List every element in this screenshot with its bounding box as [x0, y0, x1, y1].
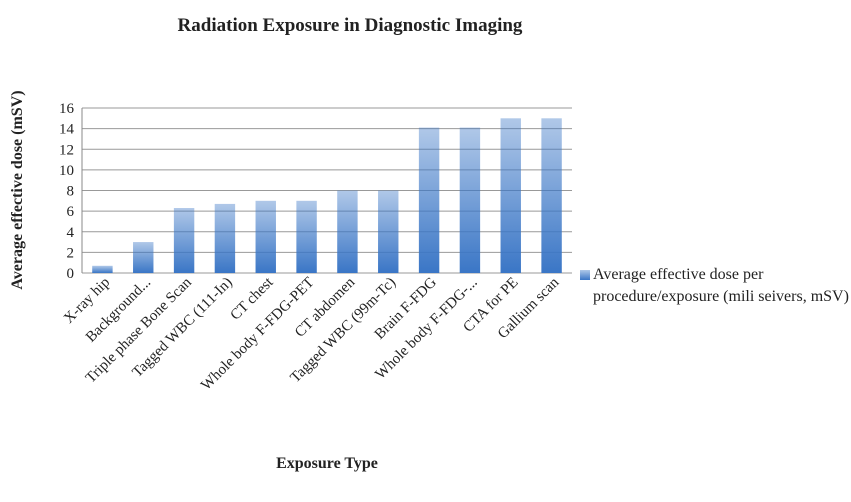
chart-title: Radiation Exposure in Diagnostic Imaging	[177, 15, 523, 36]
bar	[296, 200, 317, 273]
bar	[214, 203, 236, 273]
y-axis-title: Average effective dose (mSV)	[9, 90, 26, 289]
y-tick-label: 8	[67, 184, 75, 200]
bar	[92, 265, 113, 273]
x-axis-title: Exposure Type	[276, 455, 378, 472]
bar	[459, 127, 481, 273]
bar	[418, 127, 440, 273]
legend-label: Average effective dose per procedure/exp…	[593, 266, 849, 305]
bar	[541, 118, 562, 273]
y-tick-label: 16	[59, 101, 75, 117]
y-tick-label: 0	[67, 266, 75, 282]
y-tick-label: 14	[59, 122, 75, 138]
bar	[133, 242, 154, 273]
bar	[500, 118, 521, 273]
y-tick-label: 12	[59, 142, 74, 158]
legend: Average effective dose per procedure/exp…	[580, 264, 850, 308]
y-tick-label: 4	[67, 225, 75, 241]
y-tick-label: 10	[59, 163, 74, 179]
bar	[378, 190, 399, 273]
bar	[255, 200, 276, 273]
legend-swatch	[580, 270, 590, 280]
bar	[337, 190, 358, 273]
y-tick-label: 2	[67, 245, 75, 261]
bar	[173, 208, 195, 273]
y-tick-label: 6	[67, 204, 75, 220]
